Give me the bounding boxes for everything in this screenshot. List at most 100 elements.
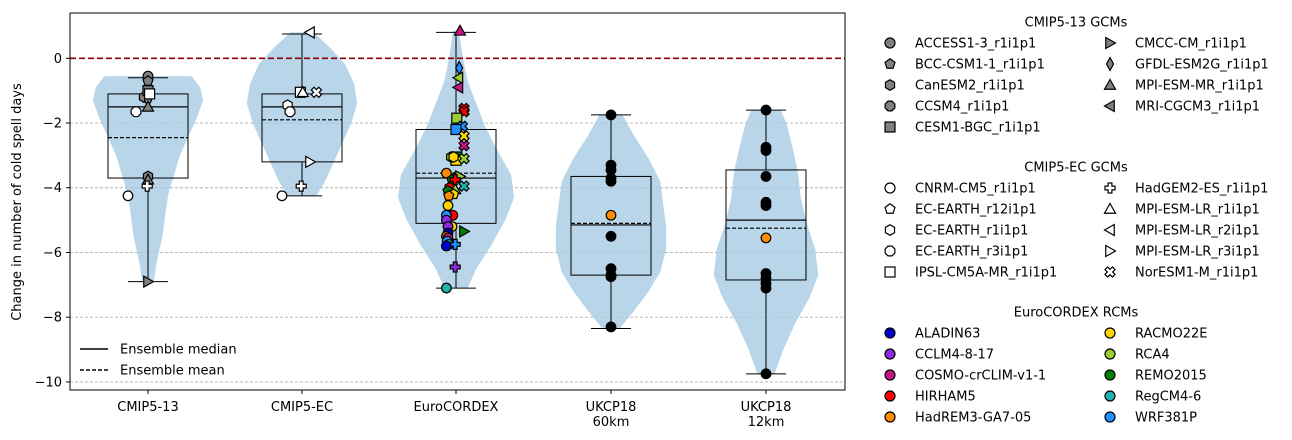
legend-marker bbox=[1105, 36, 1117, 50]
data-point bbox=[451, 80, 464, 94]
legend-marker bbox=[1104, 327, 1116, 339]
legend-title: CMIP5-13 GCMs bbox=[1025, 16, 1128, 31]
legend-marker bbox=[1103, 99, 1115, 113]
data-point bbox=[760, 200, 772, 211]
x-tick-label: CMIP5-13 bbox=[117, 400, 178, 415]
group-3 bbox=[555, 109, 667, 333]
data-point bbox=[448, 151, 459, 163]
data-point bbox=[276, 190, 288, 202]
data-point bbox=[459, 224, 471, 238]
legend-marker bbox=[884, 390, 896, 402]
legend-marker bbox=[1105, 244, 1117, 258]
legend-item-label: EC-EARTH_r1i1p1 bbox=[915, 224, 1028, 239]
legend-section-1: CMIP5-EC GCMs CNRM-CM5_r1i1p1 EC-EARTH_r12… bbox=[884, 161, 1268, 281]
legend-marker bbox=[884, 327, 896, 339]
data-point bbox=[143, 275, 155, 289]
legend-marker bbox=[884, 245, 896, 257]
data-point bbox=[605, 230, 617, 242]
legend-item-label: BCC-CSM1-1_r1i1p1 bbox=[915, 58, 1045, 73]
legend-title: CMIP5-EC GCMs bbox=[1024, 161, 1128, 176]
data-point bbox=[605, 271, 617, 283]
legend-marker bbox=[1103, 202, 1117, 214]
data-point bbox=[605, 209, 617, 221]
group-1 bbox=[246, 25, 358, 202]
legend-item-label: ALADIN63 bbox=[915, 327, 980, 342]
y-axis-label: Change in number of cold spell days bbox=[10, 83, 25, 321]
legend-item-label: COSMO-crCLIM-v1-1 bbox=[915, 369, 1046, 384]
legend-item-label: HadGEM2-ES_r1i1p1 bbox=[1135, 182, 1268, 197]
y-tick-label: −2 bbox=[43, 117, 62, 132]
legend-item-label: CNRM-CM5_r1i1p1 bbox=[915, 182, 1036, 197]
data-point bbox=[760, 368, 772, 380]
data-point bbox=[458, 139, 470, 152]
legend-item-label: HIRHAM5 bbox=[915, 390, 976, 405]
legend-marker bbox=[884, 100, 896, 112]
x-tick-label: UKCP18 bbox=[586, 400, 637, 415]
legend-item-label: CanESM2_r1i1p1 bbox=[915, 79, 1025, 94]
data-point bbox=[284, 106, 296, 118]
legend-item-label: MPI-ESM-MR_r1i1p1 bbox=[1135, 79, 1264, 94]
legend-label: Ensemble median bbox=[120, 343, 237, 358]
data-point bbox=[458, 152, 470, 165]
model-legend: CMIP5-13 GCMs ACCESS1-3_r1i1p1 BCC-CSM1-1_… bbox=[884, 16, 1269, 426]
legend-marker bbox=[884, 37, 896, 49]
group-2 bbox=[398, 24, 514, 294]
data-point bbox=[443, 189, 455, 201]
legend-title: EuroCORDEX RCMs bbox=[1014, 306, 1139, 321]
data-point bbox=[760, 171, 772, 182]
legend-marker bbox=[1104, 266, 1116, 278]
legend-marker bbox=[884, 266, 896, 278]
legend-item-label: GFDL-ESM2G_r1i1p1 bbox=[1135, 58, 1269, 73]
legend-marker bbox=[884, 58, 896, 69]
data-point bbox=[605, 175, 617, 187]
data-point bbox=[441, 282, 452, 294]
x-tick-label: 12km bbox=[748, 415, 785, 430]
legend-item-label: NorESM1-M_r1i1p1 bbox=[1135, 266, 1258, 281]
data-point bbox=[141, 180, 153, 192]
legend-item-label: EC-EARTH_r3i1p1 bbox=[915, 245, 1028, 260]
legend-item-label: RACMO22E bbox=[1135, 327, 1207, 342]
plot-frame bbox=[69, 12, 846, 391]
legend-marker bbox=[1105, 56, 1115, 72]
data-point bbox=[130, 106, 142, 118]
legend-item-label: HadREM3-GA7-05 bbox=[915, 411, 1031, 426]
y-axis: 0 −2 −4 −6 −8 −10 bbox=[35, 52, 70, 390]
data-point bbox=[303, 25, 315, 39]
legend-marker bbox=[1104, 348, 1116, 360]
data-point bbox=[310, 86, 323, 99]
legend-marker bbox=[884, 79, 896, 91]
x-tick-label: CMIP5-EC bbox=[271, 400, 333, 415]
legend-item-label: RegCM4-6 bbox=[1135, 390, 1201, 405]
legend-item-label: CCLM4-8-17 bbox=[915, 348, 994, 363]
legend-marker bbox=[884, 121, 896, 133]
data-point bbox=[296, 85, 310, 98]
legend-marker bbox=[1104, 411, 1116, 423]
legend-marker bbox=[1103, 223, 1115, 237]
ensemble-legend: Ensemble median Ensemble mean bbox=[80, 343, 237, 379]
x-tick-label: EuroCORDEX bbox=[414, 400, 499, 415]
legend-marker bbox=[884, 224, 896, 236]
data-point bbox=[144, 88, 156, 100]
data-point bbox=[451, 71, 464, 85]
legend-section-2: EuroCORDEX RCMs ALADIN63 CCLM4-8-17 COSMO-c… bbox=[884, 306, 1207, 426]
legend-item-label: MPI-ESM-LR_r1i1p1 bbox=[1135, 203, 1260, 218]
legend-item-label: EC-EARTH_r12i1p1 bbox=[915, 203, 1037, 218]
data-point bbox=[760, 104, 772, 116]
data-point bbox=[442, 200, 454, 211]
data-point bbox=[760, 282, 772, 294]
data-point bbox=[441, 240, 452, 252]
group-4 bbox=[713, 104, 819, 380]
legend-marker bbox=[1104, 182, 1116, 194]
legend-marker bbox=[1104, 390, 1116, 402]
legend-marker bbox=[884, 203, 896, 214]
legend-marker bbox=[1103, 78, 1117, 90]
legend-label: Ensemble mean bbox=[120, 364, 225, 379]
data-point bbox=[458, 180, 470, 193]
plot-area bbox=[69, 12, 846, 391]
legend-item-label: MPI-ESM-LR_r2i1p1 bbox=[1135, 224, 1260, 239]
y-tick-label: 0 bbox=[54, 52, 62, 67]
x-tick-label: UKCP18 bbox=[741, 400, 792, 415]
legend-item-label: IPSL-CM5A-MR_r1i1p1 bbox=[915, 266, 1057, 281]
data-point bbox=[305, 155, 317, 169]
